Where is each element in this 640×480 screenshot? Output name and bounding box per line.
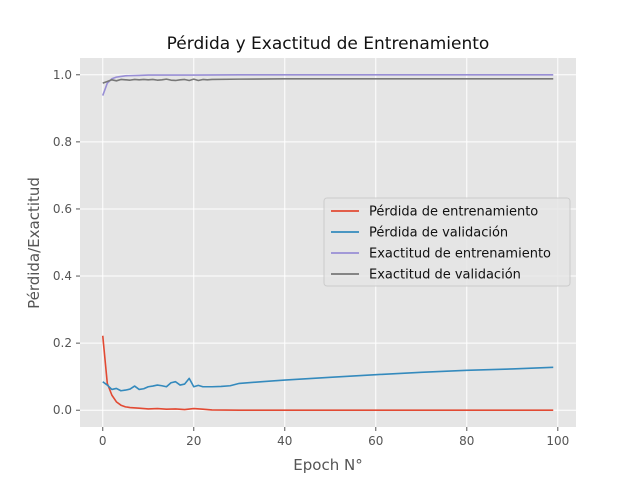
- y-tick-label: 0.8: [53, 135, 72, 149]
- x-tick-label: 0: [99, 434, 107, 448]
- series-line-4: [102, 78, 554, 84]
- y-axis-ticks: 0.0 0.2 0.4 0.6 0.8 1.0: [53, 68, 80, 417]
- legend-label-2: Pérdida de validación: [369, 226, 508, 241]
- y-tick-label: 1.0: [53, 68, 72, 82]
- x-tick-label: 20: [186, 434, 201, 448]
- legend-label-1: Pérdida de entrenamiento: [369, 205, 538, 220]
- y-tick-label: 0.4: [53, 269, 72, 283]
- y-tick-label: 0.2: [53, 336, 72, 350]
- chart-title: Pérdida y Exactitud de Entrenamiento: [167, 34, 490, 54]
- legend-label-4: Exactitud de validación: [369, 268, 521, 283]
- legend-label-3: Exactitud de entrenamiento: [369, 247, 551, 262]
- x-tick-label: 60: [368, 434, 383, 448]
- series-line-2: [102, 366, 554, 392]
- x-axis-label: Epoch N°: [293, 456, 362, 474]
- y-tick-label: 0.6: [53, 202, 72, 216]
- series-line-1: [101, 335, 554, 412]
- legend: Pérdida de entrenamiento Pérdida de valid…: [323, 197, 571, 287]
- x-tick-label: 100: [546, 434, 569, 448]
- series-line-3: [101, 73, 554, 96]
- x-tick-label: 40: [277, 434, 292, 448]
- y-axis-label: Pérdida/Exactitud: [25, 177, 43, 309]
- legend-box: [323, 197, 571, 287]
- series-lines: [101, 73, 554, 412]
- x-tick-label: 80: [459, 434, 474, 448]
- y-tick-label: 0.0: [53, 403, 72, 417]
- x-axis-ticks: 0 20 40 60 80 100: [99, 427, 569, 448]
